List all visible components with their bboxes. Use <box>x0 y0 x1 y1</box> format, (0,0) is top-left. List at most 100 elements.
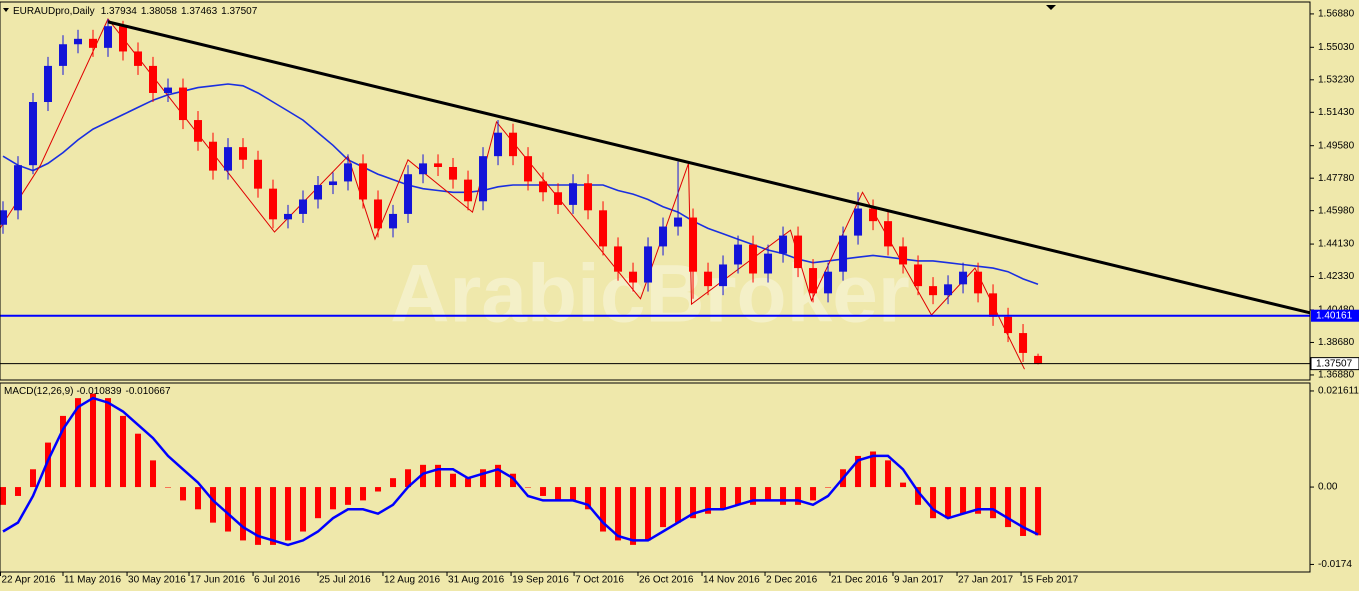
candle-body <box>224 147 233 171</box>
y-tick-label: 1.38680 <box>1318 337 1355 348</box>
macd-bar <box>135 433 142 488</box>
level-label-box <box>1311 309 1359 322</box>
candle-body <box>449 166 458 180</box>
candle-body <box>14 165 23 211</box>
high-value: 1.38058 <box>141 6 178 17</box>
x-tick-label: 31 Aug 2016 <box>448 575 505 586</box>
macd-bar <box>795 487 802 505</box>
candle-body <box>359 163 368 200</box>
macd-bar <box>450 473 457 488</box>
x-tick-label: 2 Dec 2016 <box>766 575 818 586</box>
shift-marker <box>1046 5 1056 10</box>
candle-body <box>509 132 518 157</box>
macd-bar <box>150 460 157 488</box>
macd-bar <box>540 487 547 496</box>
indicator-name: MACD(12,26,9) <box>4 386 73 397</box>
macd-bar <box>0 487 7 505</box>
macd-bar <box>240 487 247 541</box>
candle-body <box>689 217 698 272</box>
macd-bar <box>705 487 712 514</box>
candle-body <box>389 213 398 229</box>
macd-bar <box>435 464 442 488</box>
y-tick-label: 1.49580 <box>1318 140 1355 151</box>
macd-bar <box>1020 487 1027 536</box>
macd-bar <box>600 487 607 532</box>
candle-body <box>314 185 323 200</box>
macd-bar <box>165 487 172 488</box>
candle-body <box>899 246 908 265</box>
main-frame <box>0 1 1311 381</box>
macd-bar <box>765 487 772 501</box>
candle-body <box>374 199 383 229</box>
macd-bar <box>960 487 967 514</box>
macd-bar <box>270 487 277 545</box>
signal-line <box>2 396 1039 547</box>
y-tick-label: -0.0174 <box>1318 559 1352 570</box>
candle-body <box>719 264 728 287</box>
candle-body <box>179 87 188 121</box>
macd-bar <box>120 415 127 488</box>
x-tick-label: 26 Oct 2016 <box>639 575 694 586</box>
macd-bar <box>585 487 592 510</box>
macd-bar <box>510 473 517 488</box>
macd-bar <box>735 487 742 505</box>
low-value: 1.37463 <box>181 6 218 17</box>
candle-body <box>434 163 443 167</box>
last-price-box <box>1310 357 1359 371</box>
candle-body <box>584 183 593 211</box>
candle-body <box>929 286 938 296</box>
macd-bar <box>480 469 487 488</box>
macd-bar <box>225 487 232 532</box>
macd-bar <box>315 487 322 519</box>
macd-bar <box>75 398 82 488</box>
candle-body <box>644 246 653 283</box>
macd-bar <box>45 442 52 488</box>
macd-bar <box>285 487 292 541</box>
candle-body <box>959 271 968 285</box>
candle-body <box>764 253 773 274</box>
macd-bar <box>180 487 187 501</box>
x-tick-label: 9 Jan 2017 <box>894 575 944 586</box>
y-tick-label: 1.55030 <box>1318 42 1355 53</box>
candle-body <box>134 51 143 66</box>
macd-bar <box>630 487 637 545</box>
candle-body <box>44 65 53 103</box>
macd-bar <box>615 487 622 541</box>
x-tick-label: 17 Jun 2016 <box>190 575 245 586</box>
y-tick-label: 1.45980 <box>1318 205 1355 216</box>
y-tick-label: 1.44130 <box>1318 239 1355 250</box>
y-tick-label: 1.47780 <box>1318 173 1355 184</box>
candle-body <box>824 271 833 294</box>
candle-body <box>674 217 683 227</box>
x-tick-label: 14 Nov 2016 <box>703 575 760 586</box>
x-tick-label: 15 Feb 2017 <box>1022 575 1079 586</box>
macd-bar <box>1035 487 1042 536</box>
y-tick-label: 0.00 <box>1318 482 1338 493</box>
macd-bar <box>30 469 37 488</box>
x-tick-label: 30 May 2016 <box>128 575 186 586</box>
macd-bar <box>690 487 697 519</box>
candle-body <box>539 181 548 193</box>
candle-body <box>524 156 533 182</box>
candle-body <box>869 208 878 222</box>
candle-body <box>989 293 998 317</box>
candle-body <box>329 181 338 186</box>
macd-bar <box>825 487 832 488</box>
x-tick-label: 11 May 2016 <box>64 575 122 586</box>
close-value: 1.37507 <box>221 6 258 17</box>
macd-bar <box>915 487 922 505</box>
macd-bar <box>645 487 652 541</box>
macd-bar <box>210 487 217 523</box>
menu-arrow[interactable] <box>3 8 9 12</box>
candle-body <box>629 271 638 283</box>
candle-body <box>344 163 353 182</box>
macd-bar <box>405 469 412 488</box>
open-value: 1.37934 <box>101 6 138 17</box>
level-label: 1.40161 <box>1316 310 1353 321</box>
candle-body <box>419 163 428 175</box>
macd-bar <box>855 455 862 488</box>
x-tick-label: 12 Aug 2016 <box>384 575 441 586</box>
last-price-label: 1.37507 <box>1316 358 1353 369</box>
macd-bar <box>660 487 667 528</box>
